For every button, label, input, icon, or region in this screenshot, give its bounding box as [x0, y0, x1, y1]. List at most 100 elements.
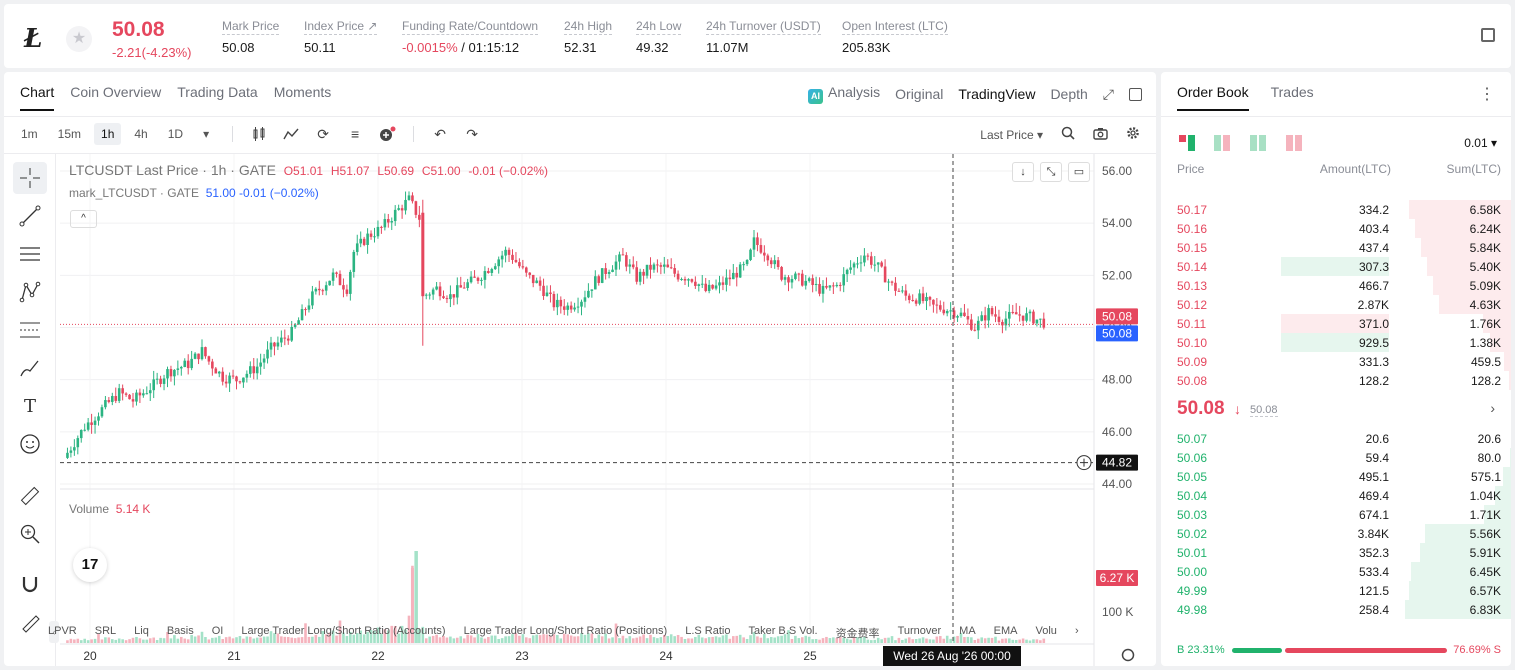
- collapse-toolbar-icon[interactable]: ‹: [49, 621, 59, 643]
- order-book-row[interactable]: 50.15 437.4 5.84K: [1161, 238, 1511, 257]
- add-compare-icon[interactable]: [377, 125, 397, 143]
- more-options-icon[interactable]: ⋮: [1479, 86, 1495, 103]
- zoom-in-tool-icon[interactable]: [13, 518, 47, 550]
- timeframe-1h[interactable]: 1h: [94, 123, 122, 145]
- collapse-pane-icon[interactable]: ⤡: [1040, 162, 1062, 182]
- candle-type-icon[interactable]: [249, 125, 269, 143]
- order-book-row[interactable]: 50.05 495.1 575.1: [1161, 467, 1511, 486]
- favorite-star-icon[interactable]: ★: [66, 26, 92, 52]
- timeframe-4h[interactable]: 4h: [134, 127, 148, 141]
- refresh-icon[interactable]: ⟳: [317, 125, 329, 142]
- sell-ratio: 76.69% S: [1453, 644, 1501, 656]
- order-book-row[interactable]: 50.16 403.4 6.24K: [1161, 219, 1511, 238]
- stat-mark-price[interactable]: Mark Price 50.08: [222, 19, 280, 55]
- order-book-row[interactable]: 50.02 3.84K 5.56K: [1161, 524, 1511, 543]
- timeframe-15m[interactable]: 15m: [57, 127, 82, 141]
- timeframe-1m[interactable]: 1m: [21, 127, 38, 141]
- tradingview-logo-icon[interactable]: 17: [73, 548, 107, 582]
- analysis-button[interactable]: AI Analysis: [808, 84, 880, 104]
- maximize-pane-icon[interactable]: ▭: [1068, 162, 1090, 182]
- indicator-srl[interactable]: SRL: [94, 625, 117, 637]
- precision-select[interactable]: 0.01 ▾: [1464, 136, 1497, 150]
- order-book-row[interactable]: 50.13 466.7 5.09K: [1161, 276, 1511, 295]
- crosshair-tool-icon[interactable]: [13, 162, 47, 194]
- view-bids-icon[interactable]: [1250, 135, 1266, 151]
- tab-moments[interactable]: Moments: [273, 84, 332, 100]
- indicator-ma[interactable]: MA: [959, 625, 976, 637]
- candle-body: [373, 236, 376, 238]
- tab-trading-data[interactable]: Trading Data: [177, 84, 258, 100]
- horizontal-lines-tool-icon[interactable]: [13, 238, 47, 270]
- legend-collapse-button[interactable]: ^: [70, 210, 97, 228]
- timeframe-1d[interactable]: 1D: [167, 127, 184, 141]
- text-tool-icon[interactable]: T: [23, 395, 36, 417]
- tab-trades[interactable]: Trades: [1270, 84, 1314, 100]
- chevron-right-icon[interactable]: ›: [1490, 400, 1495, 416]
- tab-tradingview[interactable]: TradingView: [958, 86, 1036, 102]
- order-book-row[interactable]: 50.03 674.1 1.71K: [1161, 505, 1511, 524]
- price-type-select[interactable]: Last Price ▾: [980, 127, 1043, 142]
- trend-line-tool-icon[interactable]: [13, 200, 47, 232]
- order-book-row[interactable]: 50.00 533.4 6.45K: [1161, 562, 1511, 581]
- lock-drawing-tool-icon[interactable]: [13, 606, 47, 638]
- indicator-turnover[interactable]: Turnover: [897, 625, 942, 637]
- window-icon[interactable]: [1129, 87, 1142, 101]
- pattern-tool-icon[interactable]: [13, 276, 47, 308]
- indicator-lt-positions[interactable]: Large Trader Long/Short Ratio (Positions…: [463, 625, 668, 637]
- order-book-row[interactable]: 50.07 20.6 20.6: [1161, 429, 1511, 448]
- tab-coin-overview[interactable]: Coin Overview: [70, 84, 162, 100]
- scroll-to-latest-icon[interactable]: ↓: [1012, 162, 1034, 182]
- fib-tool-icon[interactable]: [13, 314, 47, 346]
- stat-index-price[interactable]: Index Price ↗ 50.11: [304, 19, 378, 55]
- ruler-tool-icon[interactable]: [13, 480, 47, 512]
- fullscreen-icon[interactable]: ⤢: [1102, 85, 1114, 102]
- order-book-row[interactable]: 50.01 352.3 5.91K: [1161, 543, 1511, 562]
- tab-depth[interactable]: Depth: [1050, 86, 1088, 102]
- tab-original[interactable]: Original: [895, 86, 944, 102]
- view-asks-icon[interactable]: [1214, 135, 1230, 151]
- timeframe-dropdown[interactable]: ▾: [203, 127, 210, 141]
- magnet-tool-icon[interactable]: [13, 568, 47, 600]
- tab-order-book[interactable]: Order Book: [1177, 84, 1249, 111]
- order-book-row[interactable]: 50.17 334.2 6.58K: [1161, 200, 1511, 219]
- tab-chart[interactable]: Chart: [20, 84, 55, 111]
- order-price: 50.10: [1177, 336, 1208, 350]
- view-ratio-icon[interactable]: [1286, 135, 1302, 151]
- camera-icon[interactable]: [1093, 127, 1108, 143]
- template-icon[interactable]: ≡: [351, 126, 360, 142]
- emoji-tool-icon[interactable]: [13, 428, 47, 460]
- order-book-row[interactable]: 50.12 2.87K 4.63K: [1161, 295, 1511, 314]
- indicator-basis[interactable]: Basis: [166, 625, 194, 637]
- stat-funding-rate[interactable]: Funding Rate/Countdown -0.0015% / 01:15:…: [402, 19, 539, 55]
- indicator-next-icon[interactable]: ›: [1074, 625, 1079, 637]
- settings-gear-icon[interactable]: [1126, 126, 1140, 143]
- book-icon[interactable]: [1481, 28, 1495, 42]
- axis-settings-icon[interactable]: [1121, 648, 1135, 662]
- undo-icon[interactable]: ↶: [434, 125, 446, 142]
- indicator-volume[interactable]: Volu: [1035, 625, 1057, 637]
- indicator-oi[interactable]: OI: [211, 625, 224, 637]
- indicator-ema[interactable]: EMA: [993, 625, 1018, 637]
- indicator-funding-rate[interactable]: 资金费率: [835, 628, 880, 640]
- indicators-icon[interactable]: [281, 125, 301, 143]
- order-book-row[interactable]: 50.08 128.2 128.2: [1161, 371, 1511, 390]
- stat-open-interest[interactable]: Open Interest (LTC) 205.83K: [842, 19, 948, 55]
- search-icon[interactable]: [1061, 126, 1075, 143]
- order-book-row[interactable]: 50.10 929.5 1.38K: [1161, 333, 1511, 352]
- indicator-ls-ratio[interactable]: L.S Ratio: [685, 625, 731, 637]
- view-both-icon[interactable]: [1179, 135, 1195, 151]
- order-book-row[interactable]: 50.04 469.4 1.04K: [1161, 486, 1511, 505]
- order-book-row[interactable]: 49.99 121.5 6.57K: [1161, 581, 1511, 600]
- redo-icon[interactable]: ↷: [466, 125, 478, 142]
- order-book-row[interactable]: 50.11 371.0 1.76K: [1161, 314, 1511, 333]
- order-book-row[interactable]: 50.14 307.3 5.40K: [1161, 257, 1511, 276]
- indicator-taker-vol[interactable]: Taker B.S Vol.: [748, 625, 818, 637]
- indicator-lpvr[interactable]: LPVR: [48, 625, 77, 637]
- brush-tool-icon[interactable]: [13, 352, 47, 384]
- order-book-row[interactable]: 49.98 258.4 6.83K: [1161, 600, 1511, 619]
- indicator-lt-accounts[interactable]: Large Trader Long/Short Ratio (Accounts): [241, 625, 446, 637]
- indicator-liq[interactable]: Liq: [134, 625, 149, 637]
- order-book-row[interactable]: 50.06 59.4 80.0: [1161, 448, 1511, 467]
- order-book-row[interactable]: 50.09 331.3 459.5: [1161, 352, 1511, 371]
